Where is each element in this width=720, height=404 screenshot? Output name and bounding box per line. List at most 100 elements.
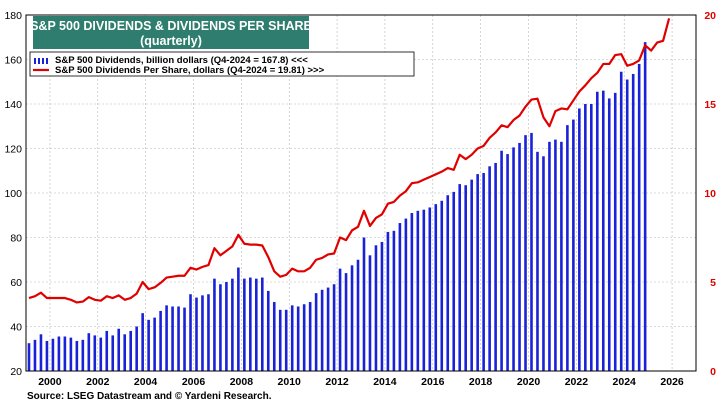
dividend-bar xyxy=(530,132,533,371)
x-tick-label: 2018 xyxy=(469,376,493,388)
y-right-tick-label: 5 xyxy=(710,277,716,289)
dividend-bar xyxy=(177,306,180,371)
dividend-bar xyxy=(625,79,629,371)
y-left-tick-label: 60 xyxy=(10,277,22,289)
dividend-bar xyxy=(314,293,318,372)
dividend-bar xyxy=(189,294,192,371)
dividend-bar xyxy=(69,337,73,372)
dividend-bar xyxy=(416,210,420,371)
x-tick-label: 2012 xyxy=(325,376,349,388)
dividend-bar xyxy=(500,150,503,371)
dividend-bar xyxy=(63,336,67,371)
dividend-bar xyxy=(255,278,258,371)
dividend-bar xyxy=(398,223,402,371)
dividend-bar xyxy=(260,277,264,371)
dividend-bar xyxy=(296,306,300,371)
dividend-bar xyxy=(590,104,593,371)
chart-subtitle: (quarterly) xyxy=(140,34,202,48)
legend-dps-label: S&P 500 Dividends Per Share, dollars (Q4… xyxy=(55,65,325,76)
dividend-bar xyxy=(51,338,55,371)
dividend-bar xyxy=(231,278,234,371)
dividend-bar xyxy=(99,337,103,372)
x-axis-ticks: 2000 2002 2004 2006 2008 2010 2012 2014 2016 2018… xyxy=(38,376,684,388)
dividend-bar xyxy=(207,294,210,371)
dividend-bar xyxy=(386,231,390,371)
dividend-bar xyxy=(356,259,360,371)
legend-box xyxy=(29,51,415,77)
dividend-bar xyxy=(470,179,473,371)
x-tick-label: 2008 xyxy=(230,376,254,388)
dividend-bar xyxy=(458,184,462,371)
dividend-bar xyxy=(141,313,144,371)
dividend-bar xyxy=(536,151,539,371)
dividend-bar xyxy=(344,273,348,371)
dividend-bar xyxy=(380,241,384,371)
dividend-bar xyxy=(566,125,569,371)
dividend-bar xyxy=(428,207,432,371)
dividend-bar xyxy=(237,267,240,371)
dividend-bar xyxy=(302,304,306,371)
dividend-bar xyxy=(560,141,563,371)
dividend-bar xyxy=(201,295,204,371)
dividend-bar xyxy=(338,268,342,371)
y-left-tick-label: 120 xyxy=(4,144,22,156)
dividend-bar xyxy=(374,245,378,371)
dividend-bar xyxy=(488,166,491,371)
dividend-bar xyxy=(506,154,509,371)
dividend-bar xyxy=(45,340,49,371)
y-left-tick-label: 100 xyxy=(4,188,22,200)
dividend-bar xyxy=(284,309,288,371)
dividend-bar xyxy=(584,104,587,371)
x-tick-label: 2006 xyxy=(182,376,206,388)
y-right-tick-label: 15 xyxy=(704,99,716,111)
dividend-bar xyxy=(117,328,121,371)
x-tick-label: 2026 xyxy=(660,376,684,388)
dividend-bar xyxy=(524,135,527,371)
y-left-tick-label: 180 xyxy=(4,10,22,22)
dividend-bar xyxy=(320,289,324,371)
dividend-bar xyxy=(494,162,497,371)
dividend-bar xyxy=(171,306,174,371)
chart-title: S&P 500 DIVIDENDS & DIVIDENDS PER SHARE xyxy=(30,19,312,33)
right-axis-ticks: 0 5 10 15 20 xyxy=(704,10,716,378)
dividend-bar xyxy=(272,302,276,371)
dividend-bar xyxy=(249,277,252,371)
dividend-bar xyxy=(332,284,336,371)
y-left-tick-label: 140 xyxy=(4,99,22,111)
x-tick-label: 2010 xyxy=(278,376,302,388)
dividend-bar xyxy=(219,284,222,371)
title-box xyxy=(33,16,309,49)
x-tick-label: 2020 xyxy=(517,376,541,388)
dividend-bar xyxy=(452,191,456,371)
dividend-bar xyxy=(75,340,79,371)
dividend-bar xyxy=(183,307,186,371)
dividend-bar xyxy=(243,278,246,371)
dividend-bar xyxy=(601,90,605,372)
dividend-bar xyxy=(81,339,85,371)
legend-dividends-label: S&P 500 Dividends, billion dollars (Q4-2… xyxy=(55,55,308,66)
dividend-bar xyxy=(27,343,31,371)
dividend-bar xyxy=(123,334,127,371)
dividend-bar xyxy=(266,290,270,371)
dps-line-layer xyxy=(28,18,671,304)
x-tick-label: 2014 xyxy=(373,376,397,388)
dividend-bar xyxy=(476,174,479,371)
dividend-bar xyxy=(159,310,162,371)
dividend-bar xyxy=(278,309,282,371)
dividend-bar xyxy=(135,326,138,371)
dividend-bar xyxy=(607,98,611,371)
dividend-bar xyxy=(111,335,115,371)
dividend-bar xyxy=(440,200,444,371)
x-tick-label: 2024 xyxy=(613,376,637,388)
dividend-bar xyxy=(39,334,43,371)
y-left-tick-label: 20 xyxy=(10,366,22,378)
dividend-bar xyxy=(464,185,467,371)
dividend-bar xyxy=(165,305,168,371)
dividend-bar xyxy=(613,92,617,372)
x-tick-label: 2000 xyxy=(38,376,62,388)
dividend-bar xyxy=(643,42,647,371)
dividend-bar xyxy=(195,297,198,371)
dividend-bar xyxy=(350,265,354,371)
x-tick-label: 2016 xyxy=(421,376,445,388)
y-left-tick-label: 80 xyxy=(10,233,22,245)
